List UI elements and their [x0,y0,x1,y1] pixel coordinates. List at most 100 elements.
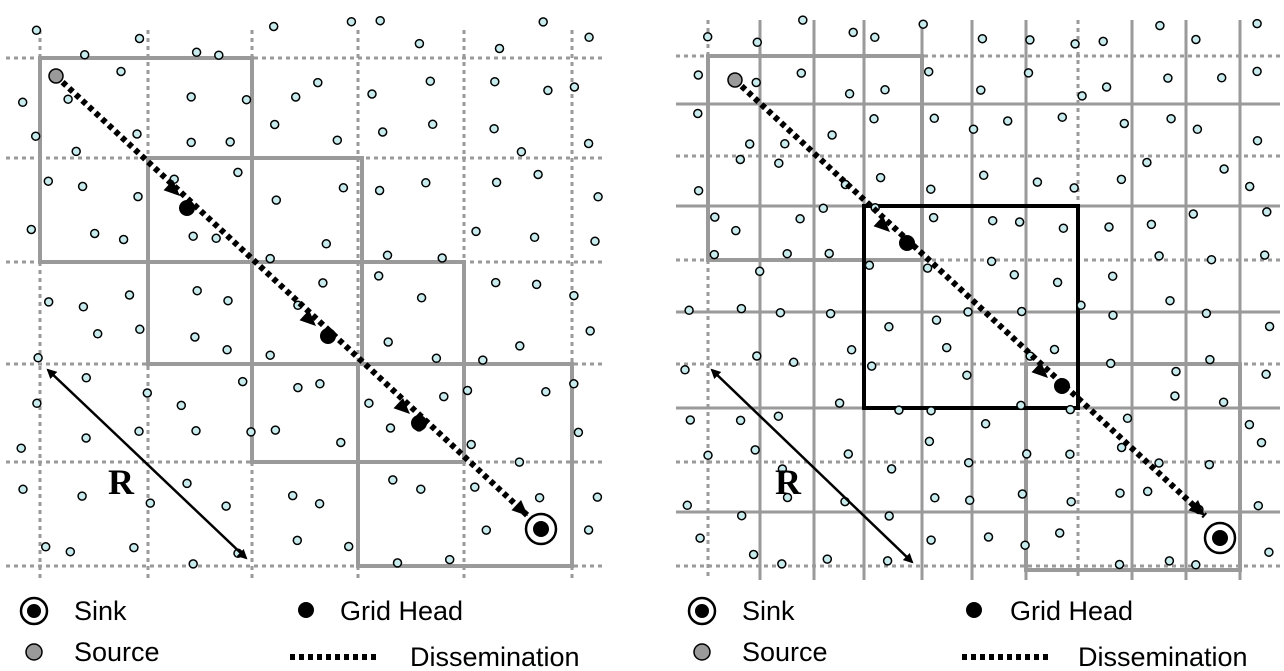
sensor-node [462,385,473,396]
sensor-node [1142,486,1153,497]
sensor-node [246,427,256,437]
sensor-node [986,256,997,267]
sensor-node [964,495,975,506]
sensor-node [1114,559,1125,570]
sensor-node [864,260,875,271]
sensor-node [846,345,857,355]
sensor-node [188,231,198,241]
sensor-node [18,484,28,495]
arrowhead [163,179,180,196]
sensor-node [338,183,349,193]
sensor-node [736,510,747,521]
sensor-node [593,192,603,202]
sensor-node [89,228,100,239]
sensor-node [773,411,784,421]
sensor-node [1155,20,1165,31]
sensor-node [1009,270,1020,280]
sensor-node [268,21,279,32]
sensor-node [693,70,704,80]
sensor-node [116,66,126,77]
sensor-node [1170,391,1180,401]
sensor-node [583,138,594,149]
sink-node [524,512,558,546]
sensor-node [1002,116,1013,126]
sensor-node [780,139,790,149]
sensor-node [382,250,393,261]
left-sensor-nodes [16,15,603,569]
sensor-node [534,492,545,503]
sensor-node [751,77,761,88]
sensor-node [1105,358,1116,369]
sensor-node [1065,404,1076,415]
source-node [727,72,743,88]
arrowhead [1188,499,1205,516]
grid-head-node [1054,378,1070,394]
sensor-node [731,225,741,236]
sensor-node [1065,449,1075,459]
sensor-node [1021,449,1032,459]
sensor-node [541,387,551,397]
sensor-node [1016,400,1026,411]
sensor-node [265,350,275,360]
sensor-node [373,271,384,281]
sensor-node [30,131,41,141]
source-legend-icon [25,643,43,661]
source-legend-icon [693,643,711,661]
sensor-node [437,253,447,263]
sensor-node [1104,222,1114,232]
sensor-node [134,426,144,437]
sensor-node [543,85,553,96]
sensor-node [685,415,696,425]
sensor-node [192,285,202,296]
sensor-node [135,324,145,335]
sensor-node [963,307,973,317]
sensor-node [983,532,994,542]
sensor-node [1023,68,1034,78]
sensor-node [843,449,854,459]
dissemination-arrowheads [163,179,528,516]
sensor-node [1259,250,1270,260]
sensor-node [1017,489,1028,499]
sensor-node [33,353,43,363]
sensor-node [237,376,248,387]
sensor-node [31,25,42,36]
sensor-node [875,172,886,183]
sensor-node [1032,177,1043,187]
sensor-node [191,426,201,436]
sensor-node [16,443,26,453]
sensor-node [241,94,252,105]
sensor-node [81,373,92,383]
sensor-node [796,68,807,78]
sensor-node [1049,344,1060,355]
sensor-node [1244,181,1255,192]
sensor-node [43,297,54,307]
sensor-node [466,439,476,450]
sensor-node [710,212,720,222]
sensor-node [223,295,233,306]
legend-sink-label: Sink [742,596,795,626]
sensor-node [1052,277,1063,288]
sensor-node [798,15,808,25]
sensor-node [592,492,603,502]
sensor-node [752,351,762,361]
sensor-node [470,482,480,492]
sensor-node [1119,118,1130,129]
sensor-node [134,33,145,44]
sensor-node [364,398,374,408]
sensor-node [1025,35,1035,45]
sensor-node [188,559,198,569]
sensor-node [77,491,87,501]
sink-legend-icon [19,596,49,626]
sensor-node [869,114,879,124]
sensor-node [880,85,890,95]
range-arrow [46,368,248,560]
sensor-node [287,490,298,501]
sensor-node [1101,82,1112,92]
sensor-node [886,464,897,474]
sensor-node [77,181,88,192]
sensor-node [233,167,243,178]
sensor-node [882,556,893,566]
left-dotted-grid [6,30,604,580]
sensor-node [583,525,594,535]
sensor-node [1108,310,1118,321]
